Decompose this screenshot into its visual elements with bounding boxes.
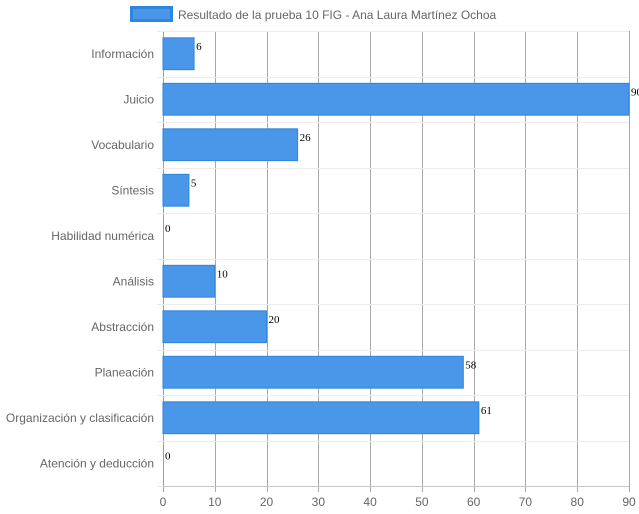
bar-value-label: 6 — [196, 41, 202, 53]
bar[interactable] — [162, 264, 216, 298]
bar-value-label: 0 — [165, 450, 171, 462]
bar[interactable] — [162, 173, 190, 207]
legend[interactable]: Resultado de la prueba 10 FIG - Ana Laur… — [130, 6, 497, 23]
x-axis-tick-labels: 0 10 20 30 40 50 60 70 80 90 — [160, 495, 636, 509]
x-tick-label: 10 — [208, 495, 222, 509]
x-tick-label: 0 — [160, 495, 167, 509]
bar[interactable] — [162, 82, 630, 116]
category-label: Vocabulario — [91, 138, 154, 152]
bar[interactable] — [162, 355, 464, 389]
x-tick-label: 30 — [312, 495, 326, 509]
bar[interactable] — [162, 401, 480, 435]
x-tick-label: 60 — [467, 495, 481, 509]
bar[interactable] — [162, 37, 195, 71]
category-label: Habilidad numérica — [51, 229, 154, 243]
category-label: Atención y deducción — [40, 456, 154, 470]
category-label: Análisis — [113, 274, 154, 288]
bar[interactable] — [162, 128, 299, 162]
bar-value-label: 10 — [217, 268, 229, 280]
bar-value-label: 90 — [631, 86, 639, 98]
bars — [162, 37, 630, 435]
x-tick-label: 40 — [363, 495, 377, 509]
category-labels: Información Juicio Vocabulario Síntesis Habi… — [6, 47, 154, 471]
x-tick-label: 70 — [519, 495, 533, 509]
bar-value-label: 5 — [191, 177, 197, 189]
bar-value-label: 20 — [269, 314, 281, 326]
category-label: Juicio — [123, 92, 154, 106]
category-label: Síntesis — [111, 183, 154, 197]
x-tick-label: 20 — [260, 495, 274, 509]
data-labels: 6 90 26 5 0 10 20 58 61 0 — [165, 41, 639, 463]
bar-value-label: 0 — [165, 223, 171, 235]
category-label: Organización y clasificación — [6, 411, 154, 425]
category-label: Información — [91, 47, 154, 61]
x-tick-label: 50 — [415, 495, 429, 509]
bar-value-label: 26 — [300, 132, 312, 144]
legend-label: Resultado de la prueba 10 FIG - Ana Laur… — [178, 8, 497, 22]
bar-value-label: 58 — [465, 359, 477, 371]
x-tick-label: 90 — [622, 495, 636, 509]
bar-value-label: 61 — [481, 405, 492, 417]
x-tick-label: 80 — [571, 495, 585, 509]
category-label: Abstracción — [91, 320, 154, 334]
bar[interactable] — [162, 310, 268, 344]
legend-swatch — [130, 6, 173, 22]
category-label: Planeación — [95, 365, 154, 379]
